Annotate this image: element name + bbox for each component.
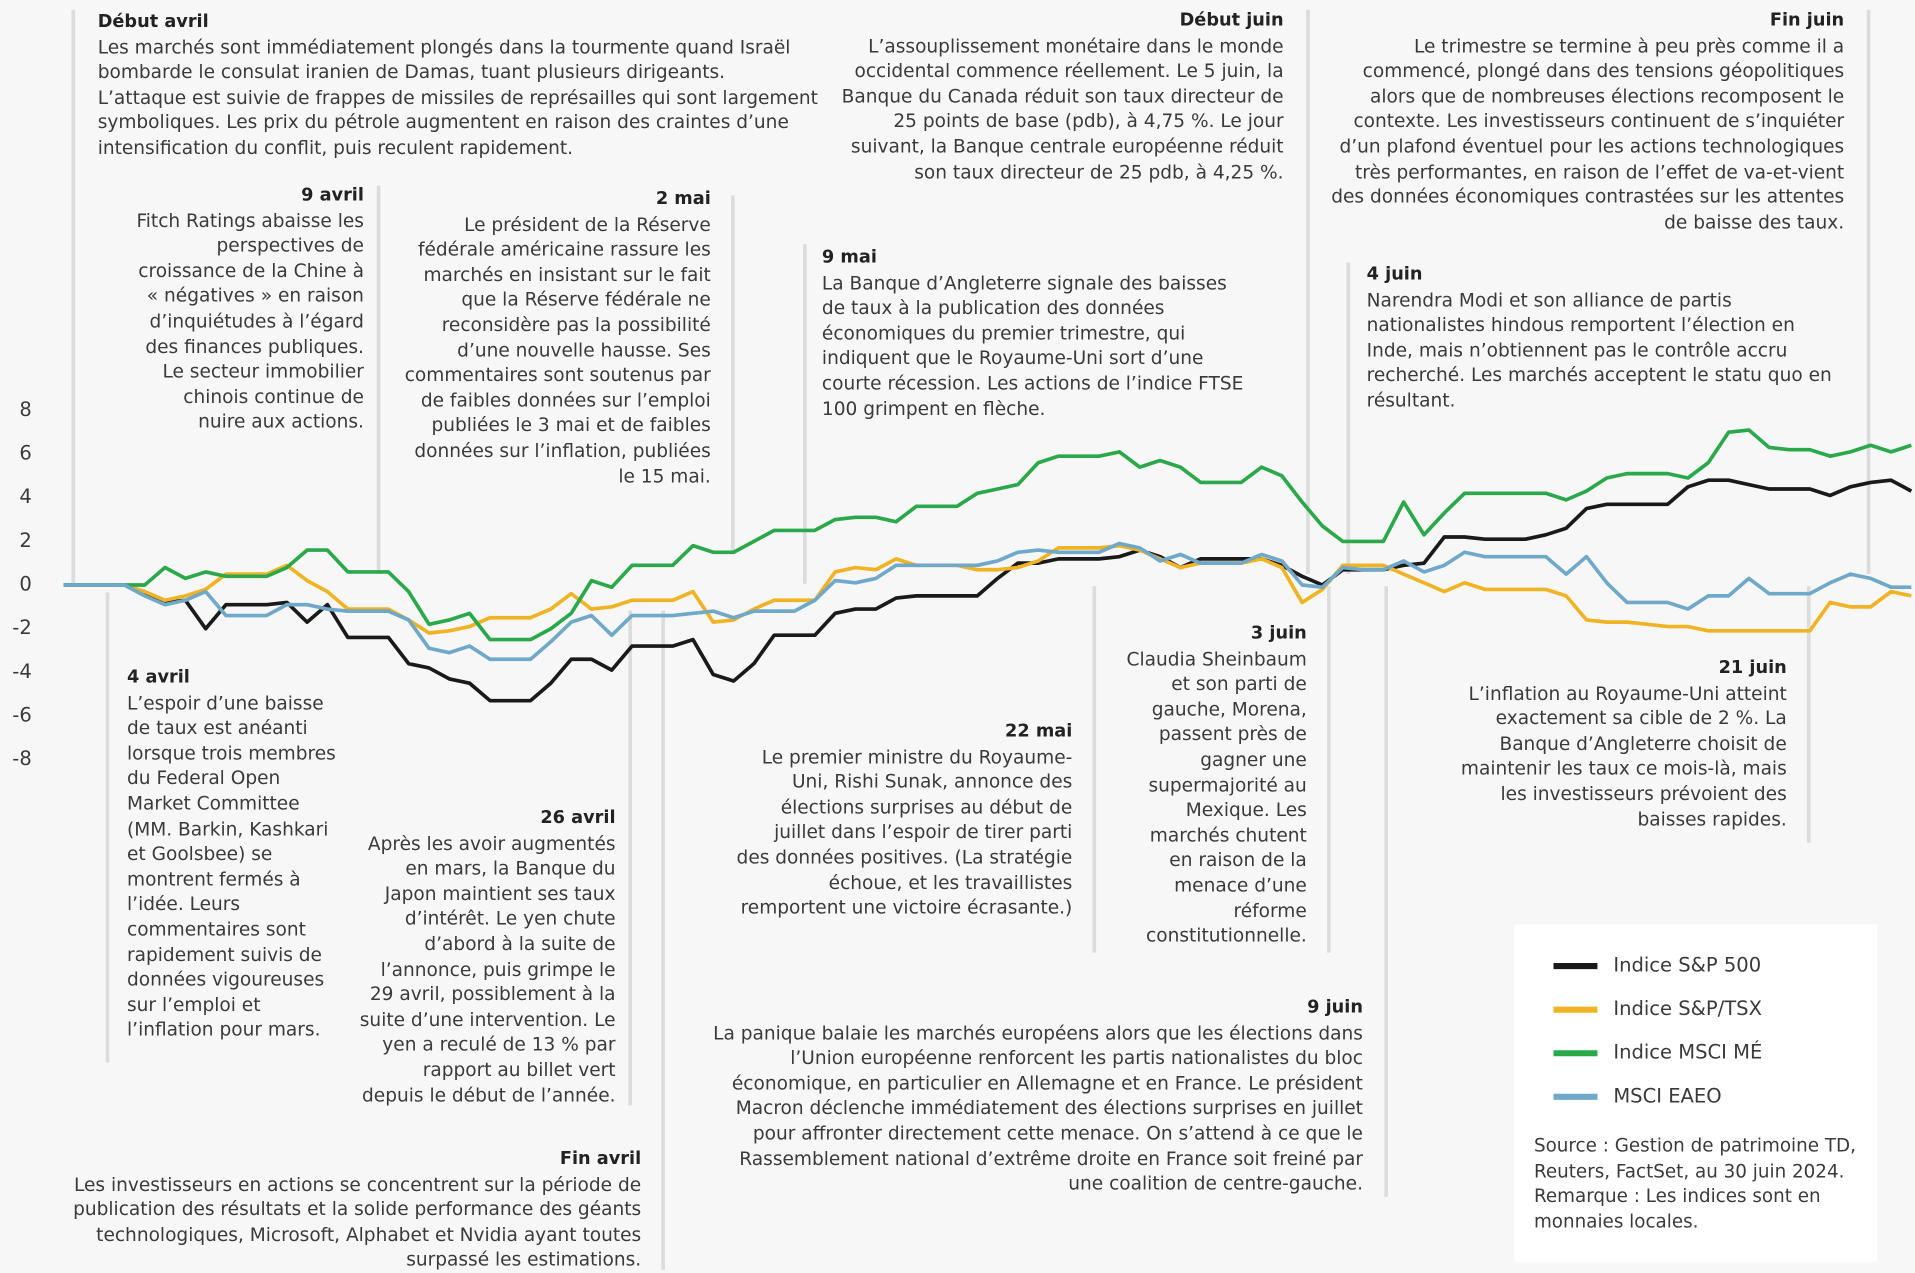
y-tick-label: -6 (12, 703, 31, 726)
annotation-date: 3 juin (1250, 624, 1307, 644)
annotation-text: Claudia Sheinbaum et son parti de gauche… (1126, 648, 1307, 947)
annotation: 3 juin Claudia Sheinbaum et son parti de … (1124, 622, 1307, 949)
annotation: 9 avril Fitch Ratings abaisse les perspec… (132, 183, 364, 435)
plot: 8 6 4 2 0 -2 -4 -6 -8 (12, 398, 1913, 770)
annotation-text: L’espoir d’une baisse de taux est anéant… (127, 691, 336, 1041)
annotation-text: La panique balaie les marchés européens … (713, 1021, 1363, 1195)
annotation-text: Narendra Modi et son alliance de partis … (1366, 288, 1832, 412)
y-tick-label: -8 (12, 747, 31, 770)
annotation-date: Fin juin (1769, 10, 1845, 31)
source-note: Source : Gestion de patrimoine TD, Reute… (1533, 1134, 1856, 1233)
y-tick-label: 2 (19, 529, 31, 552)
annotation-text: Les marchés sont immédiatement plongés d… (97, 36, 818, 159)
annotation-date: 4 avril (127, 668, 190, 688)
legend-label: MSCI EAEO (1613, 1084, 1721, 1107)
annotation-date: 4 juin (1366, 265, 1423, 285)
annotation: 21 juin L’inflation au Royaume-Uni attein… (1439, 656, 1787, 832)
annotation: 22 mai Le premier ministre du Royaume-Uni… (736, 719, 1073, 920)
annotation-leaders (71, 9, 1871, 1271)
annotation-date: Fin avril (559, 1149, 642, 1169)
annotation-text: Fitch Ratings abaisse les perspectives d… (136, 209, 364, 433)
legend-box: Indice S&P 500 Indice S&P/TSX Indice MSCI … (1514, 924, 1878, 1262)
annotation-text: L’inflation au Royaume-Uni atteint exact… (1460, 682, 1787, 830)
annotation-date: 9 juin (1307, 997, 1363, 1018)
annotation-text: Le trimestre se termine à peu près comme… (1331, 34, 1845, 233)
annotation-date: 2 mai (655, 189, 711, 209)
y-tick-label: 6 (19, 442, 31, 465)
annotation: 4 juin Narendra Modi et son alliance de p… (1367, 263, 1837, 414)
annotation-date: 26 avril (540, 808, 616, 829)
annotation: 2 mai Le président de la Réserve fédérale… (399, 187, 711, 489)
annotation-text: L’assouplissement monétaire dans le mond… (841, 34, 1284, 183)
annotation: 9 juin La panique balaie les marchés euro… (703, 995, 1363, 1196)
annotation-date: Début juin (1179, 10, 1284, 31)
series-line (63, 543, 1912, 635)
annotation-text: Le premier ministre du Royaume-Uni, Rish… (736, 745, 1073, 919)
y-tick-label: 8 (19, 398, 31, 421)
y-tick-label: -4 (12, 660, 31, 683)
annotation-date: 9 avril (301, 185, 364, 206)
annotation: Fin juin Le trimestre se termine à peu pr… (1331, 9, 1844, 235)
annotation: 4 avril L’espoir d’une baisse de taux est… (127, 666, 337, 1043)
annotation-text: Les investisseurs en actions se concentr… (73, 1173, 642, 1271)
annotation-text: Après les avoir augmentés en mars, la Ba… (359, 832, 616, 1106)
annotation: Fin avril Les investisseurs en actions se… (43, 1147, 641, 1273)
annotation-date: Début avril (97, 12, 209, 32)
annotation-date: 21 juin (1718, 658, 1787, 678)
annotation-date: 22 mai (1005, 721, 1073, 742)
series-line (63, 428, 1912, 642)
legend: Indice S&P 500 Indice S&P/TSX Indice MSCI … (1553, 954, 1762, 1107)
legend-label: Indice S&P/TSX (1613, 997, 1762, 1020)
annotation-date: 9 mai (821, 247, 877, 268)
annotation-text: Le président de la Réserve fédérale amér… (404, 213, 711, 487)
y-tick-label: 4 (19, 485, 31, 508)
series-line (63, 478, 1913, 703)
annotation: Début avril Les marchés sont immédiatemen… (98, 10, 819, 161)
series-line (63, 541, 1912, 662)
y-tick-label: 0 (19, 573, 31, 596)
annotation: Début juin L’assouplissement monétaire da… (838, 9, 1284, 185)
annotation: 26 avril Après les avoir augmentés en mar… (357, 806, 616, 1108)
annotation-text: La Banque d’Angleterre signale des baiss… (821, 271, 1244, 420)
legend-label: Indice MSCI MÉ (1613, 1041, 1762, 1064)
legend-label: Indice S&P 500 (1613, 954, 1761, 977)
y-tick-label: -2 (12, 616, 31, 639)
annotation: 9 mai La Banque d’Angleterre signale des … (822, 245, 1249, 421)
